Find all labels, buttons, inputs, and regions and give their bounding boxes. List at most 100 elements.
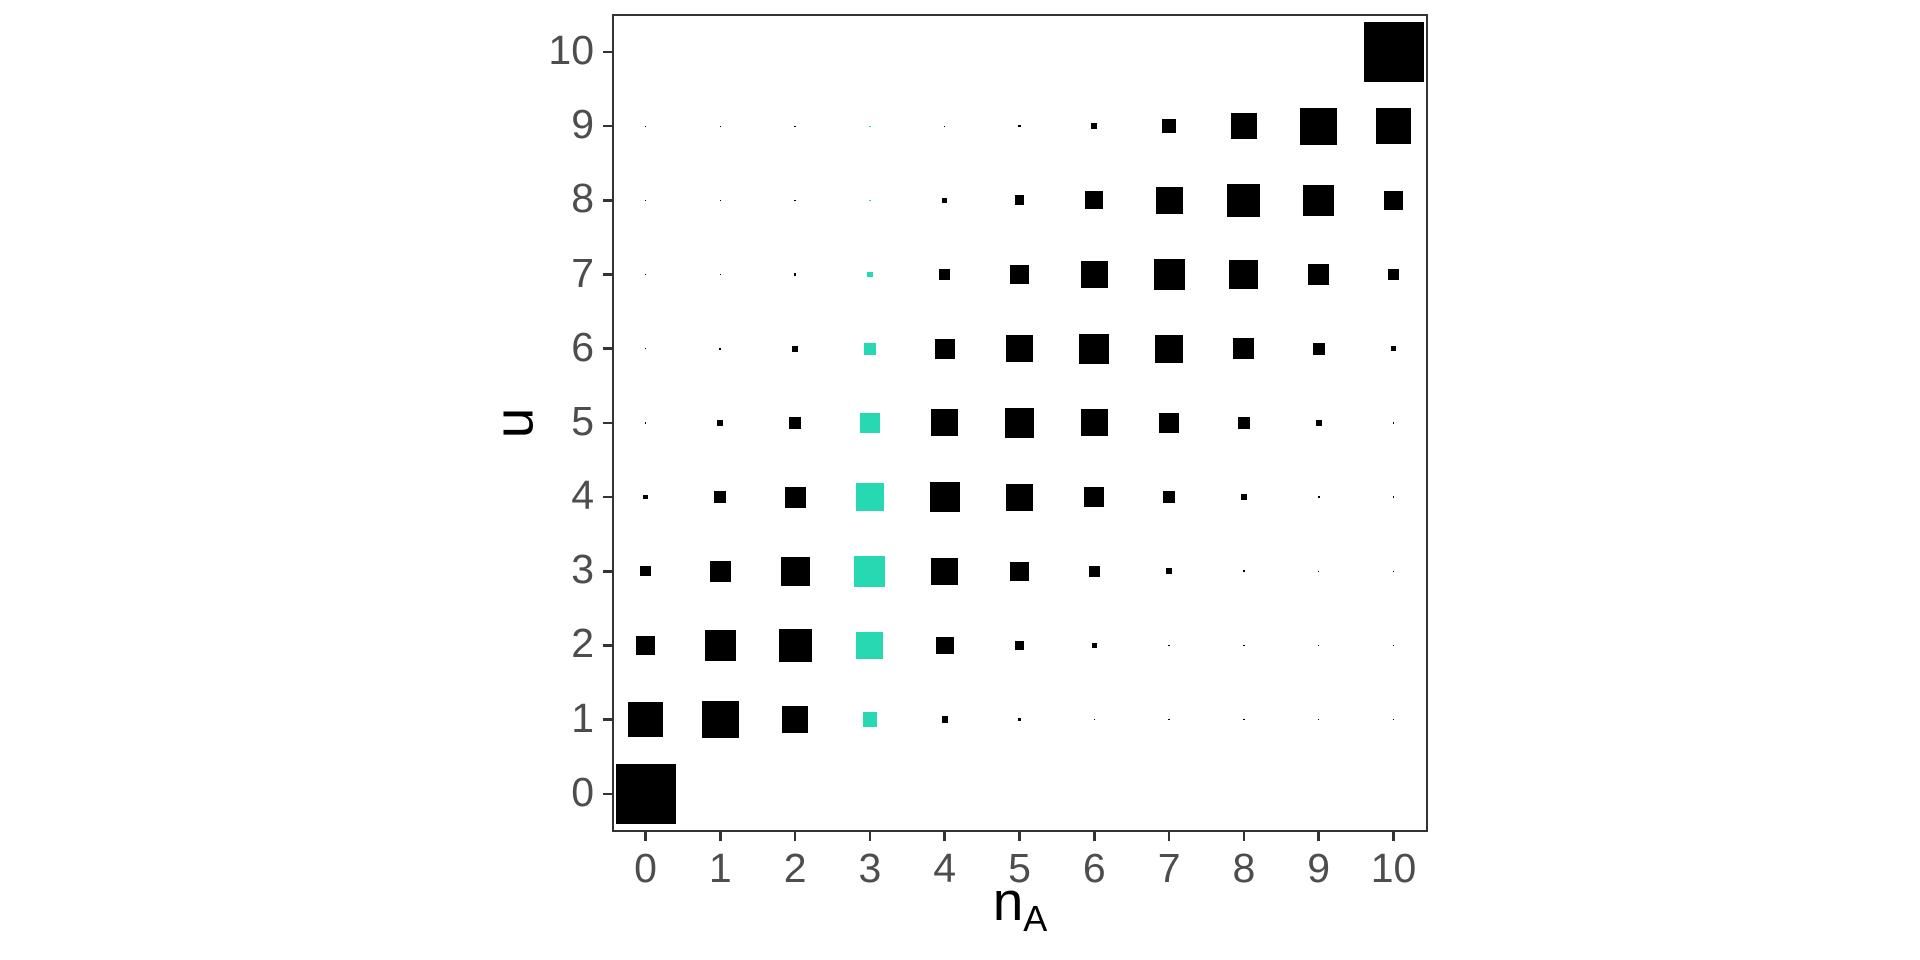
data-point-square (627, 701, 664, 738)
data-point-square (1240, 493, 1247, 501)
x-axis-title-subscript: A (1023, 898, 1048, 939)
y-axis-tick-label: 7 (571, 249, 594, 296)
data-point-square (1093, 718, 1095, 721)
y-axis-tick-mark (603, 347, 612, 350)
x-axis-tick-mark (1093, 832, 1096, 841)
data-point-square (635, 635, 656, 656)
x-axis-tick-label: 2 (783, 845, 807, 891)
data-point-square (704, 629, 736, 661)
data-point-square (1161, 118, 1177, 134)
x-axis-tick-label: 9 (1307, 845, 1331, 891)
data-point-square (935, 636, 954, 655)
y-axis-tick-label: 8 (571, 175, 594, 222)
x-axis-tick-label: 10 (1370, 845, 1417, 891)
data-point-square (1392, 421, 1395, 424)
data-point-square (938, 268, 951, 281)
data-point-square (640, 566, 651, 577)
data-point-square (931, 557, 959, 585)
data-point-square (1375, 108, 1412, 144)
x-axis-tick-label: 3 (858, 845, 882, 891)
data-point-square (714, 491, 727, 504)
data-point-square (1004, 408, 1035, 438)
data-point-square (709, 560, 731, 582)
data-point-square (1318, 718, 1320, 721)
y-axis-tick-mark (603, 421, 612, 425)
x-axis-title: nA (993, 874, 1048, 937)
data-point-square (1308, 264, 1330, 285)
data-point-square (1155, 334, 1183, 363)
data-point-square (1088, 565, 1101, 577)
data-point-square (788, 416, 802, 430)
data-point-square (856, 631, 884, 659)
y-axis-tick-label: 9 (571, 101, 594, 148)
data-point-square (1312, 342, 1325, 355)
data-point-square (615, 763, 676, 824)
data-point-square (1303, 184, 1335, 216)
data-point-square (1392, 718, 1395, 721)
y-axis-tick-label: 2 (571, 620, 594, 667)
y-axis-tick-mark (603, 718, 612, 721)
data-point-square (867, 271, 873, 278)
data-point-square (1009, 264, 1030, 285)
x-axis-tick-label: 0 (634, 845, 657, 891)
x-axis-title-main: n (992, 870, 1024, 932)
data-point-square (1315, 419, 1322, 426)
data-point-square (1227, 183, 1261, 217)
x-axis-tick-mark (1317, 832, 1320, 841)
y-axis-tick-mark (603, 495, 612, 499)
y-axis-tick-mark (603, 570, 612, 573)
data-point-square (644, 273, 647, 276)
data-point-square (1242, 570, 1246, 573)
data-point-square (717, 419, 724, 426)
data-point-square (781, 706, 809, 733)
data-point-square (784, 486, 806, 508)
y-axis-tick-mark (603, 644, 612, 647)
y-axis-title: u (482, 407, 545, 439)
data-point-square (1018, 125, 1021, 128)
data-point-square (1080, 409, 1108, 437)
data-point-square (644, 348, 647, 350)
data-point-square (792, 345, 799, 352)
data-point-square (1158, 412, 1180, 434)
data-point-square (644, 125, 647, 127)
data-point-square (929, 482, 960, 513)
data-point-square (644, 421, 647, 424)
data-point-square (1168, 718, 1170, 721)
y-axis-tick-label: 4 (571, 471, 594, 518)
data-point-square (1363, 22, 1424, 82)
data-point-square (1318, 644, 1320, 647)
data-point-square (1237, 416, 1251, 430)
data-point-square (719, 273, 721, 276)
data-point-square (1168, 644, 1170, 647)
x-axis-tick-label: 4 (933, 845, 957, 891)
data-point-square (1317, 495, 1320, 499)
y-axis-tick-label: 10 (548, 26, 594, 73)
x-axis-tick-label: 7 (1157, 845, 1181, 891)
data-point-square (1162, 490, 1176, 504)
x-axis-tick-mark (868, 832, 872, 841)
data-point-square (780, 556, 810, 586)
data-point-square (1153, 259, 1185, 291)
data-point-square (1155, 186, 1183, 214)
data-point-square (1243, 644, 1245, 647)
data-point-square (719, 125, 721, 127)
data-point-square (1014, 640, 1025, 651)
data-point-square (1006, 335, 1033, 363)
data-point-square (859, 412, 881, 434)
data-point-square (719, 199, 721, 201)
x-axis-tick-mark (1392, 832, 1395, 841)
x-axis-tick-mark (1018, 832, 1021, 841)
data-point-square (1085, 191, 1104, 210)
data-point-square (778, 628, 812, 662)
data-point-square (934, 338, 955, 359)
y-axis-tick-label: 6 (571, 323, 594, 370)
data-point-square (1166, 568, 1172, 575)
x-axis-tick-mark (1242, 832, 1246, 841)
data-point-square (1318, 570, 1320, 572)
x-axis-tick-mark (719, 832, 722, 841)
y-axis-tick-mark (603, 273, 612, 276)
data-point-square (869, 199, 871, 202)
data-point-square (862, 712, 878, 727)
y-axis-tick-label: 5 (571, 397, 594, 444)
